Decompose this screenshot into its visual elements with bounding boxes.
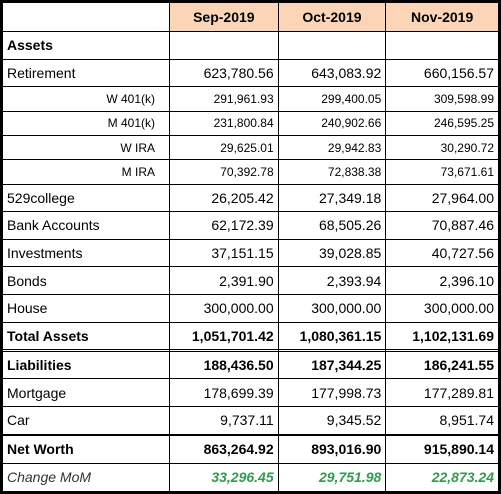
row-label: Bonds [1, 266, 170, 295]
value-cell: 178,699.39 [169, 378, 279, 407]
value-cell: 70,392.78 [169, 159, 279, 185]
value-cell: 39,028.85 [277, 238, 387, 268]
empty-cell [169, 31, 279, 60]
row-label: House [1, 293, 170, 323]
value-cell: 8,951.74 [385, 405, 500, 435]
column-header: Oct-2019 [277, 1, 387, 32]
value-cell: 623,780.56 [169, 58, 279, 88]
value-cell: 22,873.24 [385, 462, 500, 494]
row-label: Change MoM [1, 462, 170, 494]
value-cell: 27,964.00 [385, 183, 500, 213]
value-cell: 26,205.42 [169, 183, 279, 213]
row-label: Retirement [1, 58, 170, 88]
value-cell: 893,016.90 [277, 435, 387, 464]
value-cell: 177,289.81 [385, 378, 500, 407]
row-label: M IRA [1, 159, 170, 185]
data-row: Liabilities 188,436.50 187,344.25 186,241.5… [1, 350, 500, 380]
value-cell: 1,051,701.42 [169, 321, 279, 351]
empty-cell [277, 31, 387, 60]
value-cell: 37,151.15 [169, 238, 279, 268]
row-label: M 401(k) [1, 110, 170, 136]
value-cell: 187,344.25 [277, 350, 387, 380]
data-row: Bank Accounts 62,172.39 68,505.26 70,887.46 [1, 211, 500, 240]
value-cell: 915,890.14 [385, 435, 500, 464]
value-cell: 9,737.11 [169, 405, 279, 435]
value-cell: 186,241.55 [385, 350, 500, 380]
value-cell: 73,671.61 [385, 159, 500, 185]
value-cell: 300,000.00 [277, 293, 387, 323]
value-cell: 70,887.46 [385, 211, 500, 240]
value-cell: 1,102,131.69 [385, 321, 500, 351]
value-cell: 863,264.92 [169, 435, 279, 464]
value-cell: 188,436.50 [169, 350, 279, 380]
data-row: Assets [1, 31, 500, 60]
corner-cell [1, 1, 170, 32]
data-row: Net Worth 863,264.92 893,016.90 915,890.14 [1, 435, 500, 464]
value-cell: 299,400.05 [277, 86, 387, 112]
data-row: Total Assets 1,051,701.42 1,080,361.15 1,10… [1, 321, 500, 351]
value-cell: 29,625.01 [169, 134, 279, 161]
value-cell: 660,156.57 [385, 58, 500, 88]
data-row: House 300,000.00 300,000.00 300,000.00 [1, 293, 500, 323]
value-cell: 29,751.98 [277, 462, 387, 494]
empty-cell [385, 31, 500, 60]
value-cell: 72,838.38 [277, 159, 387, 185]
data-row: W IRA 29,625.01 29,942.83 30,290.72 [1, 134, 500, 161]
value-cell: 27,349.18 [277, 183, 387, 213]
column-header: Sep-2019 [169, 1, 279, 32]
data-row: M IRA 70,392.78 72,838.38 73,671.61 [1, 159, 500, 185]
value-cell: 9,345.52 [277, 405, 387, 435]
value-cell: 40,727.56 [385, 238, 500, 268]
value-cell: 68,505.26 [277, 211, 387, 240]
data-row: Mortgage 178,699.39 177,998.73 177,289.81 [1, 378, 500, 407]
value-cell: 33,296.45 [169, 462, 279, 494]
row-label: Bank Accounts [1, 211, 170, 240]
value-cell: 29,942.83 [277, 134, 387, 161]
value-cell: 2,393.94 [277, 266, 387, 295]
data-row: Car 9,737.11 9,345.52 8,951.74 [1, 405, 500, 435]
value-cell: 291,961.93 [169, 86, 279, 112]
row-label: Total Assets [1, 321, 170, 351]
value-cell: 240,902.66 [277, 110, 387, 136]
data-row: 529college 26,205.42 27,349.18 27,964.00 [1, 183, 500, 213]
row-label: Investments [1, 238, 170, 268]
value-cell: 309,598.99 [385, 86, 500, 112]
row-label: Liabilities [1, 350, 170, 380]
row-label: W 401(k) [1, 86, 170, 112]
header-row: Sep-2019 Oct-2019 Nov-2019 [1, 1, 500, 32]
data-row: Investments 37,151.15 39,028.85 40,727.56 [1, 238, 500, 268]
data-row: Bonds 2,391.90 2,393.94 2,396.10 [1, 266, 500, 295]
value-cell: 62,172.39 [169, 211, 279, 240]
row-label: Net Worth [1, 435, 170, 464]
row-label: Mortgage [1, 378, 170, 407]
value-cell: 30,290.72 [385, 134, 500, 161]
data-row: W 401(k) 291,961.93 299,400.05 309,598.99 [1, 86, 500, 112]
value-cell: 231,800.84 [169, 110, 279, 136]
column-header: Nov-2019 [385, 1, 500, 32]
data-row: Retirement 623,780.56 643,083.92 660,156.57 [1, 58, 500, 88]
value-cell: 2,396.10 [385, 266, 500, 295]
row-label: Car [1, 405, 170, 435]
value-cell: 246,595.25 [385, 110, 500, 136]
value-cell: 643,083.92 [277, 58, 387, 88]
row-label: 529college [1, 183, 170, 213]
data-row: M 401(k) 231,800.84 240,902.66 246,595.25 [1, 110, 500, 136]
data-row: Change MoM 33,296.45 29,751.98 22,873.24 [1, 462, 500, 494]
row-label: W IRA [1, 134, 170, 161]
value-cell: 2,391.90 [169, 266, 279, 295]
value-cell: 177,998.73 [277, 378, 387, 407]
value-cell: 1,080,361.15 [277, 321, 387, 351]
value-cell: 300,000.00 [169, 293, 279, 323]
row-label: Assets [1, 31, 170, 60]
value-cell: 300,000.00 [385, 293, 500, 323]
